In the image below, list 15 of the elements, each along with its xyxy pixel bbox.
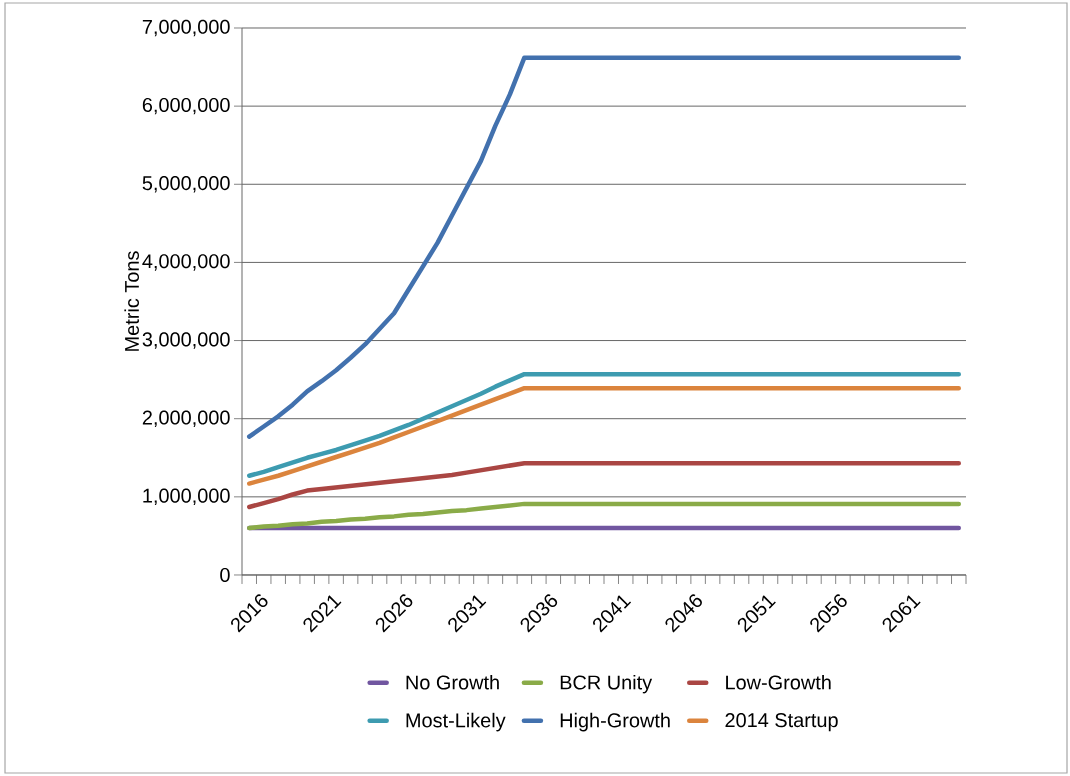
legend-label: No Growth xyxy=(406,674,499,690)
legend-label: 2014 Startup xyxy=(725,713,838,732)
y-tick-label: 6,000,000 xyxy=(142,97,230,115)
legend-label: Most-Likely xyxy=(406,712,506,732)
legend-label: Low-Growth xyxy=(726,674,831,690)
y-tick-label: 2,000,000 xyxy=(142,410,230,427)
y-axis-title: Metric Tons xyxy=(124,251,139,351)
y-tick-label: 7,000,000 xyxy=(142,19,230,37)
y-tick-label: 1,000,000 xyxy=(143,488,230,506)
y-tick-label: 5,000,000 xyxy=(142,176,230,193)
y-tick-label: 0 xyxy=(220,567,230,583)
legend-label: High-Growth xyxy=(560,712,670,732)
legend-label: BCR Unity xyxy=(560,674,653,694)
y-tick-label: 4,000,000 xyxy=(142,254,230,271)
y-tick-label: 3,000,000 xyxy=(142,332,230,349)
